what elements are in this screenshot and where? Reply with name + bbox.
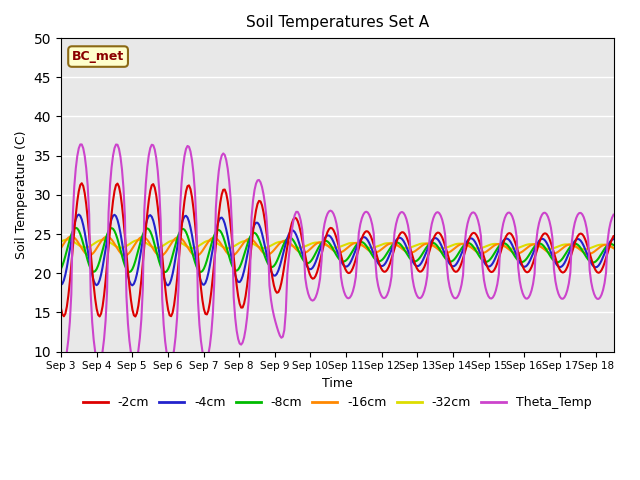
Theta_Temp: [342, 292, 349, 298]
X-axis label: Time: Time: [322, 377, 353, 390]
-16cm: [246, 236, 254, 242]
-4cm: [601, 251, 609, 256]
-4cm: [164, 283, 172, 288]
Line: -32cm: -32cm: [61, 240, 614, 249]
-16cm: [67, 234, 75, 240]
-8cm: [246, 234, 254, 240]
-2cm: [129, 307, 136, 312]
-4cm: [342, 264, 349, 269]
Line: -8cm: -8cm: [61, 228, 614, 272]
-2cm: [342, 266, 349, 272]
-8cm: [72, 225, 79, 231]
-8cm: [129, 266, 136, 272]
-2cm: [601, 260, 609, 265]
-16cm: [57, 245, 65, 251]
Theta_Temp: [601, 280, 609, 286]
-2cm: [246, 256, 254, 262]
-8cm: [601, 246, 609, 252]
-2cm: [465, 236, 473, 242]
-32cm: [464, 243, 472, 249]
Line: -4cm: -4cm: [61, 215, 614, 286]
-4cm: [57, 282, 65, 288]
-4cm: [149, 218, 157, 224]
Text: BC_met: BC_met: [72, 50, 124, 63]
Legend: -2cm, -4cm, -8cm, -16cm, -32cm, Theta_Temp: -2cm, -4cm, -8cm, -16cm, -32cm, Theta_Te…: [77, 391, 596, 414]
-8cm: [610, 242, 618, 248]
-2cm: [151, 185, 159, 191]
Line: Theta_Temp: Theta_Temp: [61, 144, 614, 363]
-16cm: [610, 245, 618, 251]
-4cm: [75, 212, 83, 217]
-16cm: [601, 242, 609, 248]
-4cm: [465, 236, 473, 242]
Theta_Temp: [246, 270, 254, 276]
-32cm: [340, 242, 348, 248]
Theta_Temp: [76, 142, 84, 147]
-8cm: [342, 258, 349, 264]
-16cm: [342, 247, 349, 252]
-16cm: [465, 243, 473, 249]
Theta_Temp: [57, 356, 65, 362]
Line: -16cm: -16cm: [61, 237, 614, 256]
Theta_Temp: [610, 212, 618, 217]
-8cm: [149, 237, 157, 242]
-32cm: [129, 239, 136, 245]
-2cm: [132, 313, 140, 319]
-32cm: [149, 244, 157, 250]
-2cm: [57, 305, 65, 311]
Title: Soil Temperatures Set A: Soil Temperatures Set A: [246, 15, 429, 30]
-8cm: [465, 240, 473, 246]
-32cm: [244, 239, 252, 244]
-16cm: [129, 246, 136, 252]
-2cm: [78, 180, 86, 186]
Line: -2cm: -2cm: [61, 183, 614, 316]
-32cm: [580, 246, 588, 252]
-32cm: [63, 237, 70, 242]
-4cm: [129, 282, 136, 288]
Theta_Temp: [465, 216, 473, 221]
-16cm: [149, 246, 157, 252]
-32cm: [57, 239, 65, 245]
-32cm: [601, 242, 609, 248]
-4cm: [610, 236, 618, 242]
-4cm: [246, 238, 254, 244]
Theta_Temp: [129, 357, 136, 363]
Theta_Temp: [151, 147, 159, 153]
Theta_Temp: [130, 360, 138, 366]
-8cm: [57, 266, 65, 272]
-2cm: [610, 233, 618, 239]
-8cm: [161, 269, 169, 275]
-32cm: [610, 245, 618, 251]
Y-axis label: Soil Temperature (C): Soil Temperature (C): [15, 131, 28, 259]
-16cm: [193, 253, 200, 259]
